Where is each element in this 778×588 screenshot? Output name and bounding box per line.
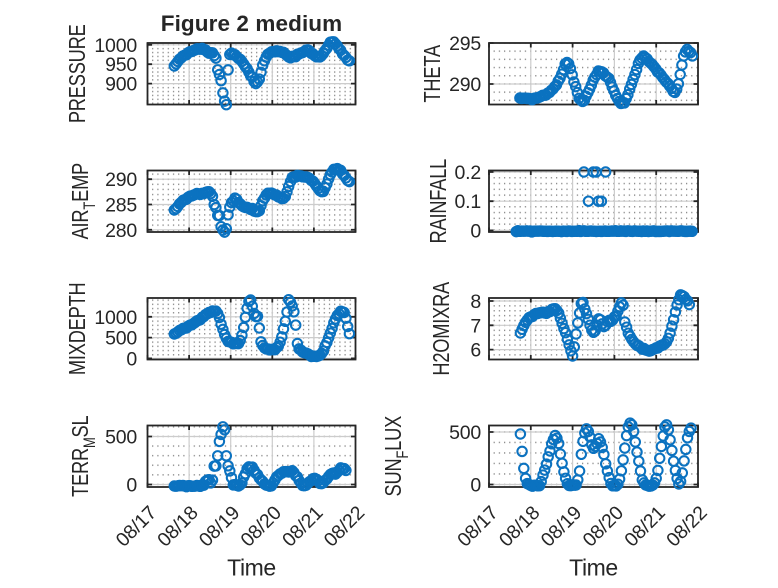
svg-text:280: 280 bbox=[105, 220, 137, 242]
svg-text:500: 500 bbox=[105, 427, 137, 449]
svg-text:7: 7 bbox=[470, 315, 481, 337]
svg-text:8: 8 bbox=[470, 291, 481, 313]
svg-text:1000: 1000 bbox=[94, 35, 137, 57]
svg-text:0.2: 0.2 bbox=[454, 162, 481, 184]
svg-text:MIXDEPTH: MIXDEPTH bbox=[65, 282, 90, 375]
svg-text:RAINFALL: RAINFALL bbox=[426, 159, 451, 244]
svg-text:Figure 2 medium: Figure 2 medium bbox=[161, 11, 343, 36]
svg-text:500: 500 bbox=[105, 328, 137, 350]
svg-text:285: 285 bbox=[105, 195, 137, 217]
svg-text:500: 500 bbox=[449, 422, 481, 444]
svg-text:AIRT​EMP: AIRT​EMP bbox=[68, 163, 99, 239]
svg-text:1000: 1000 bbox=[94, 307, 137, 329]
svg-text:290: 290 bbox=[105, 169, 137, 191]
svg-text:900: 900 bbox=[105, 74, 137, 96]
svg-text:THETA: THETA bbox=[420, 45, 445, 103]
svg-text:6: 6 bbox=[470, 340, 481, 362]
svg-text:0: 0 bbox=[470, 475, 481, 497]
svg-text:SUNF​LUX: SUNF​LUX bbox=[381, 416, 412, 497]
svg-text:TERRM​SL: TERRM​SL bbox=[68, 416, 99, 497]
svg-text:Time: Time bbox=[227, 555, 276, 581]
svg-text:Time: Time bbox=[569, 555, 618, 581]
svg-text:290: 290 bbox=[449, 74, 481, 96]
svg-text:PRESSURE: PRESSURE bbox=[65, 24, 90, 123]
svg-text:0: 0 bbox=[126, 475, 137, 497]
svg-text:295: 295 bbox=[449, 33, 481, 55]
svg-text:0.1: 0.1 bbox=[454, 191, 481, 213]
svg-text:950: 950 bbox=[105, 54, 137, 76]
svg-text:H2OMIXRA: H2OMIXRA bbox=[429, 282, 454, 376]
svg-text:0: 0 bbox=[470, 220, 481, 242]
svg-text:0: 0 bbox=[126, 348, 137, 370]
